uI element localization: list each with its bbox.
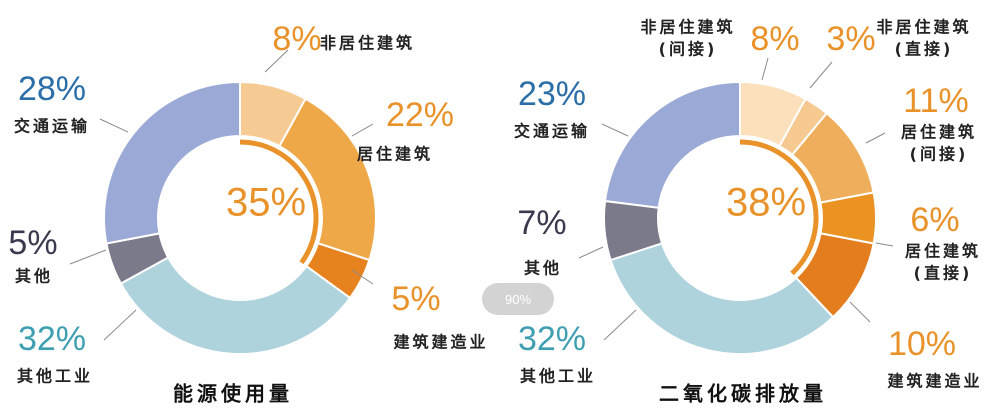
slice-category-label: 居住建筑 (357, 145, 433, 164)
center-percent-label: 38% (726, 181, 806, 225)
slice-percent-label: 6% (910, 201, 959, 239)
slice-percent-label: 22% (386, 96, 454, 134)
donut-slice (119, 256, 352, 355)
slice-category-label: (间接) (910, 145, 969, 164)
leader-line (761, 57, 769, 81)
slice-percent-label: 11% (903, 82, 969, 120)
donut-slice (603, 80, 741, 209)
slice-category-label: 非居住建筑 (320, 34, 415, 53)
slice-category-label: (直接) (895, 40, 954, 59)
slice-percent-label: 28% (18, 70, 86, 108)
slice-percent-label: 8% (272, 20, 321, 58)
energy-use-donut: 8%非居住建筑 22% 居住建筑 5% 建筑建造业 32% 其他工业 5% 其他 28% 交通运输 3… (8, 20, 488, 406)
slice-category-label: 建筑建造业 (393, 333, 488, 352)
leader-line (578, 246, 604, 259)
leader-line (351, 269, 374, 285)
slice-category-label: 其他工业 (520, 367, 596, 386)
slice-category-label: 交通运输 (514, 122, 590, 141)
chart-title: 能源使用量 (173, 382, 293, 406)
slice-category-label: (间接) (659, 40, 718, 59)
building-share-ring (239, 139, 319, 265)
donut-slice (609, 242, 835, 355)
slice-category-label: 居住建筑 (901, 123, 977, 142)
slice-percent-label: 5% (8, 224, 57, 262)
donut-slice (103, 80, 241, 245)
leader-line (69, 249, 107, 265)
slice-category-label: 居住建筑 (905, 242, 981, 261)
leader-line (809, 61, 833, 89)
slice-percent-label: 3% (826, 20, 875, 58)
leader-line (601, 123, 629, 137)
leader-line (264, 49, 289, 73)
slice-percent-label: 23% (518, 75, 586, 113)
slice-category-label: 非居住建筑 (640, 18, 735, 37)
slice-category-label: 交通运输 (14, 117, 90, 136)
leader-line (603, 309, 637, 341)
co2-emission-donut: 8%非居住建筑(间接) 3% 非居住建筑(直接)11%居住建筑(间接)6%居住建筑(… (514, 18, 982, 406)
slice-category-label: 建筑建造业 (887, 372, 982, 391)
leader-line (351, 123, 374, 137)
slice-category-label: 其他工业 (17, 367, 93, 386)
slice-percent-label: 32% (18, 320, 86, 358)
slice-category-label: 其他 (524, 259, 562, 278)
building-share-ring (739, 139, 819, 276)
leader-line (875, 242, 894, 247)
leader-line (849, 301, 871, 323)
center-percent-label: 35% (226, 181, 306, 225)
leader-line (99, 118, 129, 133)
donut-slice (278, 97, 377, 262)
slice-category-label: (直接) (914, 264, 973, 283)
slice-category-label: 其他 (15, 267, 53, 286)
slice-percent-label: 8% (750, 20, 799, 58)
leader-line (865, 132, 886, 144)
slice-percent-label: 32% (518, 320, 586, 358)
zoom-level-badge[interactable]: 90% (482, 283, 554, 315)
leader-line (103, 309, 137, 341)
slice-percent-label: 10% (888, 325, 956, 363)
slice-category-label: 非居住建筑 (876, 18, 971, 37)
slice-percent-label: 7% (517, 204, 566, 242)
slice-percent-label: 5% (391, 280, 440, 318)
chart-title: 二氧化碳排放量 (659, 382, 827, 406)
